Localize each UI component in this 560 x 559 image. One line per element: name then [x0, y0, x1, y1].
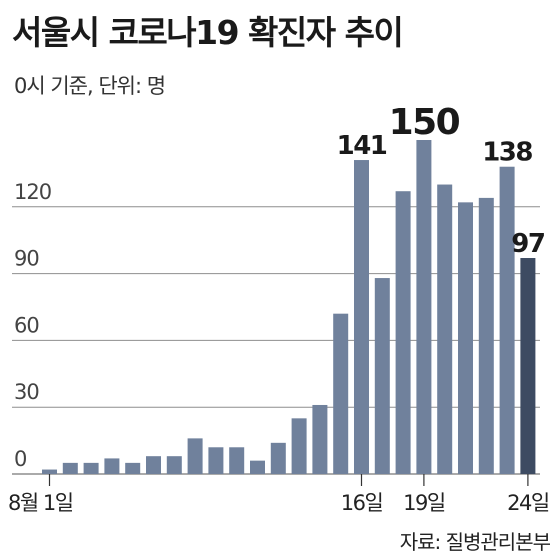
data-label: 150: [389, 102, 460, 143]
axes: 8월 1일 16일 19일 24일: [8, 474, 550, 515]
bar: [125, 462, 141, 474]
chart-subtitle: 0시 기준, 단위: 명: [14, 74, 166, 98]
bar: [208, 447, 224, 474]
bar: [229, 447, 245, 474]
bar: [458, 202, 473, 474]
bar: [437, 184, 453, 475]
bar: [166, 456, 182, 474]
y-tick-label: 90: [14, 247, 39, 271]
x-tick-label: 24일: [507, 491, 549, 515]
bar: [250, 460, 265, 474]
bar: [499, 166, 515, 474]
x-tick-label: 16일: [341, 491, 383, 515]
bar: [478, 197, 494, 475]
y-tick-label: 120: [14, 180, 51, 204]
bar: [395, 191, 411, 475]
bar: [374, 278, 390, 474]
source-note: 자료: 질병관리본부: [399, 530, 551, 554]
x-tick-label: 19일: [403, 491, 445, 515]
bar: [291, 418, 307, 474]
data-label: 97: [511, 229, 545, 259]
bar: [104, 458, 120, 474]
bar: [187, 438, 203, 474]
y-tick-label: 30: [14, 380, 39, 404]
x-tick-label: 8월 1일: [8, 491, 73, 515]
bar: [416, 140, 432, 474]
bar: [62, 462, 78, 474]
y-tick-label: 60: [14, 313, 39, 337]
y-tick-label: 0: [14, 447, 26, 471]
bar: [270, 442, 286, 474]
bar: [333, 313, 349, 474]
bar: [312, 404, 328, 474]
chart-title: 서울시 코로나19 확진자 추이: [12, 13, 404, 52]
data-label: 141: [337, 131, 387, 161]
data-label: 138: [482, 138, 532, 168]
bar: [42, 469, 57, 474]
bar: [354, 160, 369, 475]
bars: [42, 140, 536, 475]
bar: [146, 456, 161, 474]
bar: [520, 258, 536, 474]
bar: [83, 462, 99, 474]
